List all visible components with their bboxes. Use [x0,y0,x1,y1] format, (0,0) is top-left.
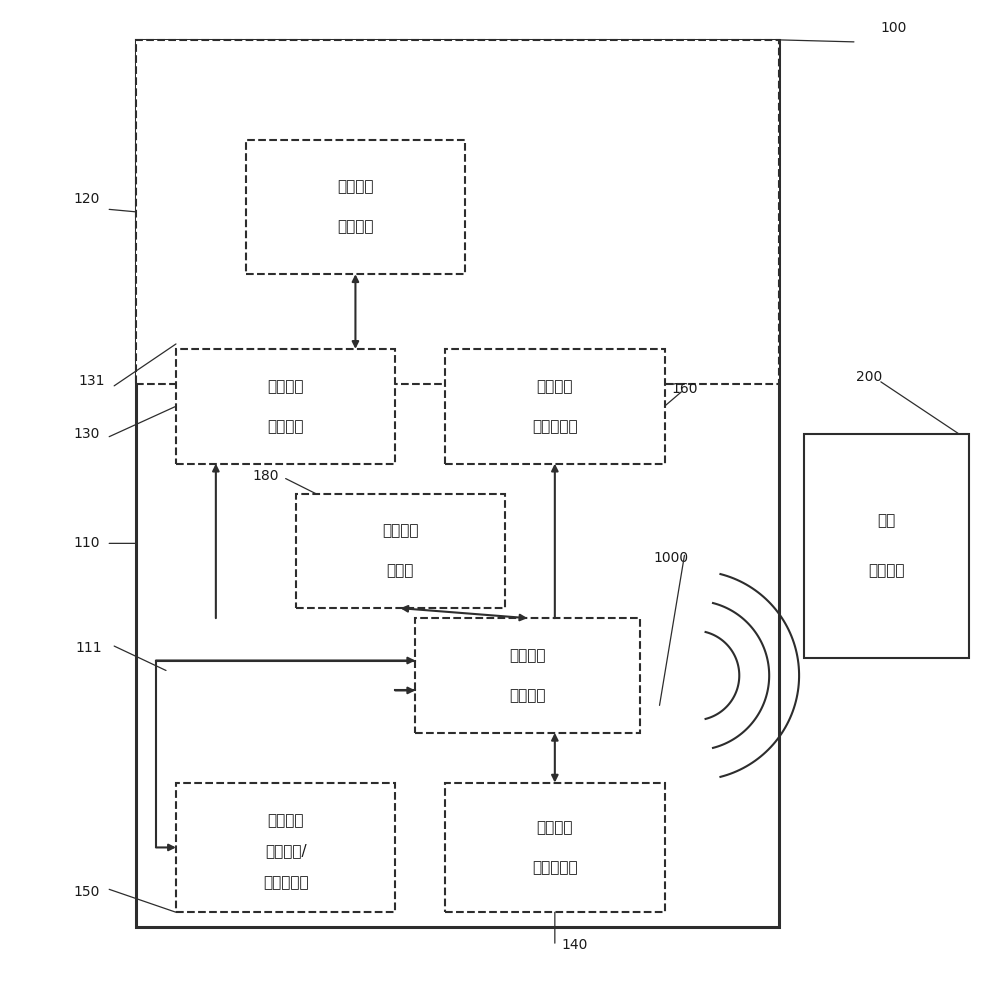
Text: 盖传感器: 盖传感器 [267,419,304,434]
Text: （多个）: （多个） [267,813,304,829]
Text: 200: 200 [856,370,882,384]
Text: （多个）: （多个） [537,820,573,835]
Text: 111: 111 [76,641,103,655]
Text: 120: 120 [73,192,99,206]
Text: 180: 180 [252,469,279,483]
Text: 130: 130 [73,427,99,441]
Text: （多个）: （多个） [509,648,546,663]
Text: （多个）: （多个） [382,523,419,538]
Bar [296,494,505,608]
Text: 取向传感器: 取向传感器 [532,859,578,875]
Text: 计算装置: 计算装置 [868,563,905,578]
Text: （多个）: （多个） [537,379,573,394]
Bar [246,140,465,274]
Text: 110: 110 [73,536,99,550]
Text: 150: 150 [73,885,99,899]
Text: 压力传感器: 压力传感器 [263,874,308,890]
Bar [804,434,969,658]
Text: 131: 131 [78,374,104,388]
Bar [136,40,779,384]
Text: （多个）: （多个） [337,179,374,194]
Text: 控制电路: 控制电路 [509,688,546,703]
Bar [445,349,665,464]
Text: 160: 160 [671,382,698,396]
Text: 力传感器/: 力传感器/ [265,842,306,858]
Text: 盖传感器: 盖传感器 [337,219,374,234]
Bar [445,783,665,912]
Text: 1000: 1000 [654,551,689,565]
Text: 140: 140 [562,938,588,952]
Bar [176,349,395,464]
Text: 远程: 远程 [877,513,895,528]
Text: 100: 100 [881,21,907,35]
Text: 体积传感器: 体积传感器 [532,419,578,434]
Bar [415,618,640,733]
Bar [136,40,779,927]
Text: （多个）: （多个） [267,379,304,394]
Text: 显示器: 显示器 [387,563,414,578]
Bar [176,783,395,912]
